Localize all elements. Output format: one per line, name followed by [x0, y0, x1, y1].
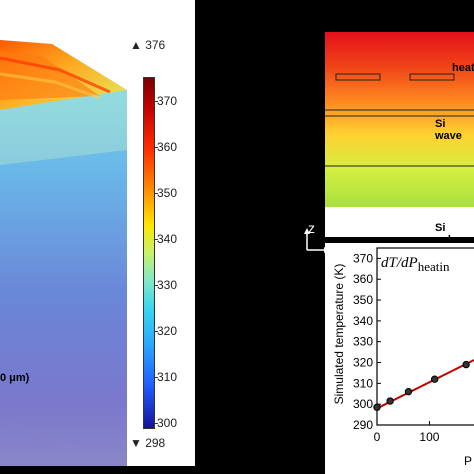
plot-frame	[376, 247, 474, 426]
data-point	[373, 403, 381, 412]
x-axis-label: P	[464, 454, 473, 468]
heater-outline	[335, 73, 381, 81]
y-tick-label: 360	[353, 272, 373, 286]
cross-section-map: heat Si wave Si subs	[325, 32, 474, 237]
colorbar-max-label: ▲ 376	[130, 38, 166, 52]
thermal-simulation-3d: 0 μm)	[0, 0, 127, 466]
x-tick-label: 100	[419, 430, 439, 444]
data-point	[430, 375, 439, 383]
x-tick-label: 0	[374, 430, 381, 444]
y-axis-label: Simulated temperature (K)	[332, 263, 346, 405]
colorbar-min-label: ▼ 298	[130, 436, 166, 450]
data-point	[404, 387, 413, 396]
colorbar-tick: 360	[157, 140, 178, 154]
colorbar-tick: 340	[157, 232, 178, 246]
waveguide-label: Si wave	[435, 118, 462, 142]
substrate-label: Si subs	[435, 222, 461, 237]
annotation-sub: heatin	[417, 259, 450, 274]
plot-annotation: dT/dPheatin	[381, 255, 449, 275]
plot-canvas: 29030031032033034035036037001002	[325, 243, 474, 474]
temperature-colorbar: ▲ 376 370 360 350 340 330 320 310 300 ▼ …	[127, 0, 195, 466]
y-tick-label: 330	[353, 335, 373, 349]
y-tick-label: 310	[353, 376, 373, 390]
colorbar-tick: 320	[157, 324, 178, 338]
block-front-face	[0, 40, 127, 466]
temperature-field	[325, 32, 474, 207]
colorbar-tick: 310	[157, 370, 178, 384]
colorbar-tick: 350	[157, 186, 178, 200]
y-tick-label: 300	[353, 397, 373, 411]
heater-outline	[409, 73, 455, 81]
y-tick-label: 290	[353, 418, 373, 432]
data-point	[386, 397, 394, 405]
colorbar-tick: 300	[157, 416, 178, 430]
data-point	[462, 360, 470, 369]
colorbar-tick: 370	[157, 94, 178, 108]
temperature-vs-power-plot: 29030031032033034035036037001002 Simulat…	[325, 243, 474, 474]
y-tick-label: 350	[353, 293, 373, 307]
axis-z-label: z	[308, 220, 315, 236]
heater-label: heat	[452, 62, 474, 74]
colorbar-gradient	[143, 77, 155, 429]
y-tick-label: 320	[353, 356, 373, 370]
dimension-label: 0 μm)	[0, 372, 30, 384]
colorbar-tick: 330	[157, 278, 178, 292]
y-tick-label: 370	[353, 251, 373, 265]
annotation-main: dT/dP	[381, 255, 418, 271]
y-tick-label: 340	[353, 314, 373, 328]
